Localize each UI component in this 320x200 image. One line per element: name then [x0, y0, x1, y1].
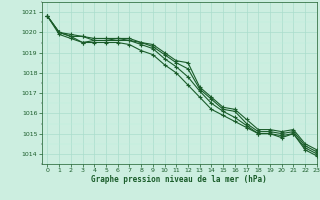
X-axis label: Graphe pression niveau de la mer (hPa): Graphe pression niveau de la mer (hPa) [91, 175, 267, 184]
